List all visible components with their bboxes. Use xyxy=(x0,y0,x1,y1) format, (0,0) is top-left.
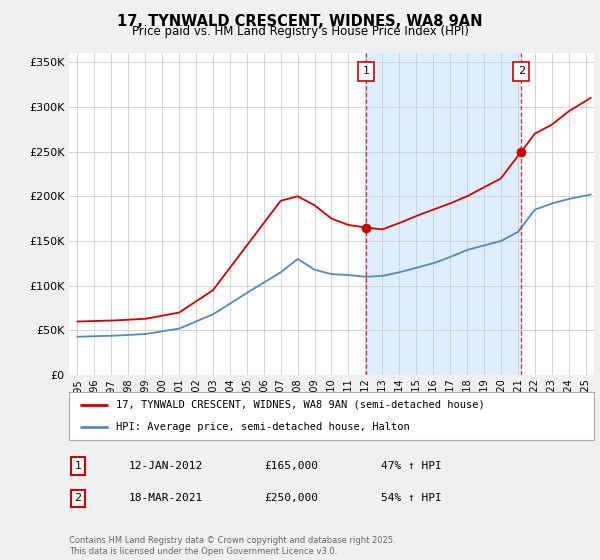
Text: £165,000: £165,000 xyxy=(264,461,318,471)
Text: £250,000: £250,000 xyxy=(264,493,318,503)
Text: Contains HM Land Registry data © Crown copyright and database right 2025.
This d: Contains HM Land Registry data © Crown c… xyxy=(69,536,395,556)
Text: 2: 2 xyxy=(74,493,82,503)
Text: 12-JAN-2012: 12-JAN-2012 xyxy=(129,461,203,471)
Text: 1: 1 xyxy=(74,461,82,471)
Text: 2: 2 xyxy=(518,66,525,76)
Text: 1: 1 xyxy=(362,66,370,76)
Text: 18-MAR-2021: 18-MAR-2021 xyxy=(129,493,203,503)
Text: 17, TYNWALD CRESCENT, WIDNES, WA8 9AN (semi-detached house): 17, TYNWALD CRESCENT, WIDNES, WA8 9AN (s… xyxy=(116,400,485,410)
Text: Price paid vs. HM Land Registry's House Price Index (HPI): Price paid vs. HM Land Registry's House … xyxy=(131,25,469,38)
Text: 54% ↑ HPI: 54% ↑ HPI xyxy=(381,493,442,503)
Bar xyxy=(366,53,521,375)
Text: 17, TYNWALD CRESCENT, WIDNES, WA8 9AN: 17, TYNWALD CRESCENT, WIDNES, WA8 9AN xyxy=(117,14,483,29)
Text: HPI: Average price, semi-detached house, Halton: HPI: Average price, semi-detached house,… xyxy=(116,422,410,432)
Text: 47% ↑ HPI: 47% ↑ HPI xyxy=(381,461,442,471)
